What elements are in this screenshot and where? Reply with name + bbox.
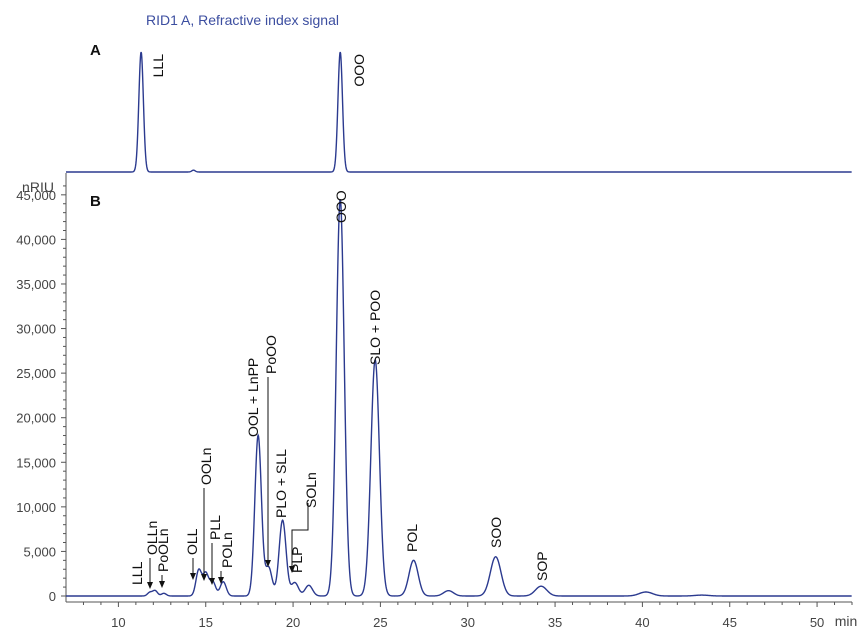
y-tick-label-0: 0: [49, 589, 56, 604]
y-tick-label-9: 45,000: [16, 188, 56, 203]
peak-arrowhead-2: [159, 581, 165, 588]
panel-b-trace: [66, 199, 852, 597]
peak-arrowhead-6: [218, 577, 224, 584]
x-tick-label-2: 20: [286, 615, 300, 630]
x-tick-label-7: 45: [722, 615, 736, 630]
y-axis-unit-label: nRIU: [22, 179, 54, 195]
peak-arrowhead-4: [201, 574, 207, 581]
peak-arrowhead-3: [190, 573, 196, 580]
y-tick-label-2: 10,000: [16, 500, 56, 515]
panel-a-peak-label-0: LLL: [150, 54, 166, 78]
panel-b-peak-label-12: OOO: [333, 190, 349, 223]
y-tick-label-7: 35,000: [16, 277, 56, 292]
peak-arrowhead-8: [265, 560, 271, 567]
panel-b-peak-label-0: LLL: [129, 561, 145, 585]
peak-arrowhead-1: [147, 582, 153, 589]
panel-b-peak-label-16: SOP: [534, 551, 550, 581]
soln-leader-line: [291, 503, 309, 566]
panel-b-peak-label-13: SLO + POO: [367, 290, 383, 365]
panel-a-label: A: [90, 42, 101, 59]
signal-title: RID1 A, Refractive index signal: [146, 12, 339, 28]
panel-b-peak-label-8: PoOO: [263, 335, 279, 374]
x-tick-label-1: 15: [198, 615, 212, 630]
x-tick-label-4: 30: [460, 615, 474, 630]
y-tick-label-5: 25,000: [16, 366, 56, 381]
peak-arrowhead-5: [209, 578, 215, 585]
y-tick-label-3: 15,000: [16, 455, 56, 470]
panel-a-peak-label-1: OOO: [351, 54, 367, 87]
panel-b-peak-label-4: OOLn: [198, 448, 214, 485]
panel-b-peak-label-1: OLLn: [144, 521, 160, 555]
panel-b-peak-label-5: PLL: [207, 515, 223, 540]
panel-b-peak-label-7: OOL + LnPP: [245, 358, 261, 437]
x-tick-label-3: 25: [373, 615, 387, 630]
panel-b-peak-label-15: SOO: [488, 517, 504, 548]
panel-b-peak-label-3: OLL: [184, 528, 200, 555]
panel-b-peak-label-9: PLO + SLL: [273, 449, 289, 518]
y-tick-label-8: 40,000: [16, 232, 56, 247]
panel-a-trace: [66, 51, 852, 173]
x-axis-unit-label: min: [835, 613, 858, 629]
y-tick-label-4: 20,000: [16, 411, 56, 426]
x-tick-label-0: 10: [111, 615, 125, 630]
panel-b-label: B: [90, 193, 101, 210]
panel-b-peak-label-2: PoOLn: [155, 528, 171, 572]
x-tick-label-8: 50: [810, 615, 824, 630]
y-tick-label-1: 5,000: [23, 544, 56, 559]
soln-leader-arrowhead: [289, 566, 295, 573]
panel-b-peak-label-11: SOLn: [303, 472, 319, 508]
x-tick-label-5: 35: [548, 615, 562, 630]
panel-b-peak-label-14: POL: [404, 524, 420, 552]
x-tick-label-6: 40: [635, 615, 649, 630]
panel-b-peak-label-6: POLn: [219, 532, 235, 568]
y-tick-label-6: 30,000: [16, 322, 56, 337]
